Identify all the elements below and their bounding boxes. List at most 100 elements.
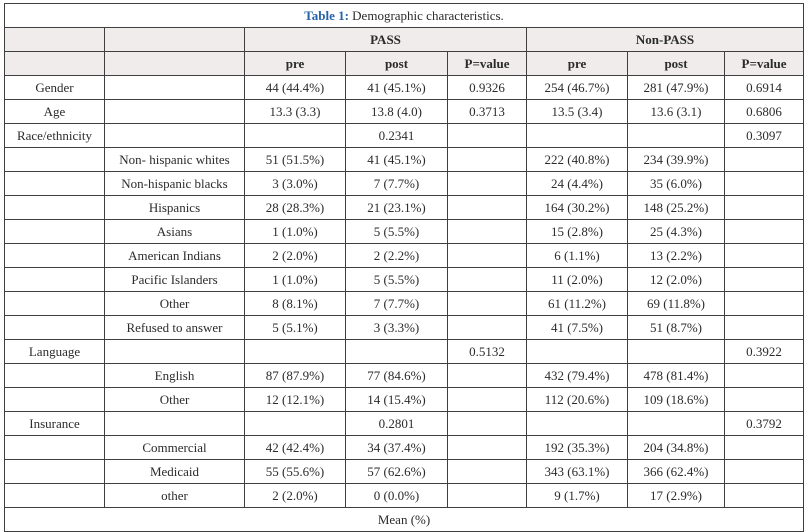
cell: [723, 171, 805, 196]
cell: [447, 291, 527, 316]
cell: 42 (42.4%): [244, 435, 346, 460]
table-row: Asians 1 (1.0%) 5 (5.5%) 15 (2.8%) 25 (4.3%): [4, 219, 805, 244]
cell: 9 (1.7%): [526, 483, 628, 508]
cell: 13.6 (3.1): [627, 99, 725, 124]
table-row: other 2 (2.0%) 0 (0.0%) 9 (1.7%) 17 (2.9%): [4, 483, 805, 508]
cell: [447, 171, 527, 196]
cell: [447, 147, 527, 172]
cell: 432 (79.4%): [526, 363, 628, 388]
cell: Refused to answer: [104, 315, 245, 340]
cell: 5 (5.1%): [244, 315, 346, 340]
cell: 0.5132: [447, 339, 527, 364]
table-row: Hispanics 28 (28.3%) 21 (23.1%) 164 (30.2%)…: [4, 195, 805, 220]
group-header-empty-1: [4, 27, 105, 52]
table-row: Medicaid 55 (55.6%) 57 (62.6%) 343 (63.1%) 3…: [4, 459, 805, 484]
cell: [4, 483, 105, 508]
cell: [4, 315, 105, 340]
cell: 57 (62.6%): [345, 459, 448, 484]
cell: [447, 123, 527, 148]
cell: 112 (20.6%): [526, 387, 628, 412]
cell: [104, 99, 245, 124]
cell: 61 (11.2%): [526, 291, 628, 316]
cell: 41 (45.1%): [345, 147, 448, 172]
cell: Language: [4, 339, 105, 364]
cell: [104, 123, 245, 148]
cell: [447, 315, 527, 340]
cell: [104, 339, 245, 364]
footer-row: Mean (%): [3, 507, 805, 532]
cell: 366 (62.4%): [627, 459, 725, 484]
demographics-table: Table 1: Demographic characteristics. PA…: [3, 3, 805, 532]
cell: [723, 291, 805, 316]
cell: [447, 459, 527, 484]
cell: 164 (30.2%): [526, 195, 628, 220]
cell: 12 (2.0%): [627, 267, 725, 292]
cell: [526, 123, 628, 148]
cell: Non- hispanic whites: [104, 147, 245, 172]
cell: 14 (15.4%): [345, 387, 448, 412]
cell: 148 (25.2%): [627, 195, 725, 220]
page: Table 1: Demographic characteristics. PA…: [3, 3, 805, 532]
cell: [723, 459, 805, 484]
cell: 69 (11.8%): [627, 291, 725, 316]
table-title: Table 1: Demographic characteristics.: [3, 3, 805, 28]
column-header-pass-pre: pre: [244, 51, 346, 76]
cell: 0.3792: [723, 411, 805, 436]
cell: 13 (2.2%): [627, 243, 725, 268]
cell: 0.9326: [447, 75, 527, 100]
cell: 13.5 (3.4): [526, 99, 628, 124]
cell: English: [104, 363, 245, 388]
table-row: Other 12 (12.1%) 14 (15.4%) 112 (20.6%) 109 …: [4, 387, 805, 412]
cell: [345, 339, 448, 364]
cell: [723, 219, 805, 244]
table-row: English 87 (87.9%) 77 (84.6%) 432 (79.4%) 47…: [4, 363, 805, 388]
cell: 2 (2.0%): [244, 483, 346, 508]
cell: [723, 267, 805, 292]
cell: Hispanics: [104, 195, 245, 220]
cell: 8 (8.1%): [244, 291, 346, 316]
cell: 1 (1.0%): [244, 267, 346, 292]
cell: 17 (2.9%): [627, 483, 725, 508]
cell: [627, 123, 725, 148]
cell: [447, 219, 527, 244]
cell: [627, 339, 725, 364]
cell: 35 (6.0%): [627, 171, 725, 196]
cell: 7 (7.7%): [345, 291, 448, 316]
column-header-pass-post: post: [345, 51, 448, 76]
cell: [4, 243, 105, 268]
cell: [447, 195, 527, 220]
cell: 0.2801: [345, 411, 448, 436]
table-row: Non-hispanic blacks 3 (3.0%) 7 (7.7%) 24 (4…: [4, 171, 805, 196]
cell: 24 (4.4%): [526, 171, 628, 196]
column-header-subcategory: [104, 51, 245, 76]
cell: [723, 315, 805, 340]
cell: [447, 387, 527, 412]
cell: Race/ethnicity: [4, 123, 105, 148]
cell: [723, 363, 805, 388]
cell: [244, 123, 346, 148]
cell: 6 (1.1%): [526, 243, 628, 268]
cell: [526, 339, 628, 364]
cell: [4, 267, 105, 292]
cell: [244, 339, 346, 364]
cell: [723, 387, 805, 412]
cell: 5 (5.5%): [345, 267, 448, 292]
title-row: Table 1: Demographic characteristics.: [3, 3, 805, 28]
cell: Other: [104, 387, 245, 412]
cell: 222 (40.8%): [526, 147, 628, 172]
table-row: Non- hispanic whites 51 (51.5%) 41 (45.1%)…: [4, 147, 805, 172]
cell: [447, 411, 527, 436]
cell: 0.6806: [723, 99, 805, 124]
cell: 234 (39.9%): [627, 147, 725, 172]
table-row: Pacific Islanders 1 (1.0%) 5 (5.5%) 11 (2.0…: [4, 267, 805, 292]
cell: [723, 147, 805, 172]
table-row: Insurance 0.2801 0.3792: [4, 411, 805, 436]
cell: 0.6914: [723, 75, 805, 100]
group-header-row: PASS Non-PASS: [4, 27, 805, 52]
cell: American Indians: [104, 243, 245, 268]
cell: 77 (84.6%): [345, 363, 448, 388]
footer-mean-label: Mean (%): [3, 507, 805, 532]
cell: 87 (87.9%): [244, 363, 346, 388]
cell: 0 (0.0%): [345, 483, 448, 508]
cell: Asians: [104, 219, 245, 244]
